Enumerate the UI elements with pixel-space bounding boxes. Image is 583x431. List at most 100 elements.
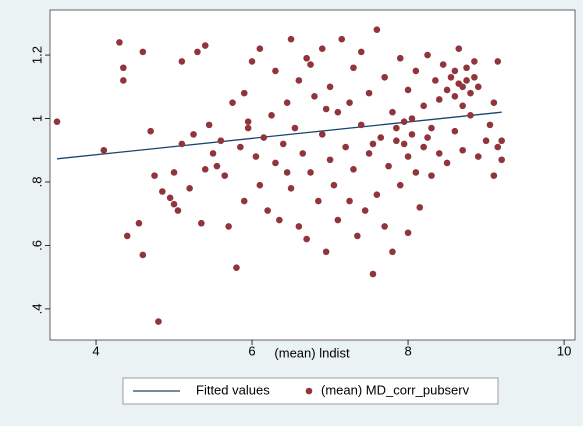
point bbox=[100, 146, 108, 154]
point bbox=[237, 143, 244, 151]
point bbox=[166, 194, 174, 202]
x-tick-label: 6 bbox=[248, 343, 255, 358]
point bbox=[412, 67, 420, 75]
point bbox=[357, 121, 365, 129]
point bbox=[498, 156, 505, 164]
point bbox=[459, 146, 466, 154]
point bbox=[471, 58, 478, 65]
point bbox=[471, 73, 478, 81]
point bbox=[404, 229, 412, 237]
point bbox=[170, 169, 178, 176]
point bbox=[354, 232, 361, 240]
point bbox=[381, 73, 388, 81]
point bbox=[287, 35, 295, 43]
point bbox=[447, 73, 455, 81]
point bbox=[463, 77, 470, 84]
point bbox=[295, 77, 303, 84]
point bbox=[350, 64, 357, 72]
point bbox=[482, 137, 490, 145]
point bbox=[393, 137, 400, 145]
point bbox=[459, 102, 466, 110]
point bbox=[120, 77, 127, 84]
point bbox=[116, 39, 123, 46]
point bbox=[408, 115, 416, 122]
point bbox=[373, 191, 381, 198]
point bbox=[404, 153, 412, 160]
point bbox=[53, 118, 61, 125]
y-tick-label: .4 bbox=[29, 303, 44, 314]
point bbox=[229, 99, 236, 106]
point bbox=[120, 64, 127, 72]
point bbox=[307, 61, 314, 68]
point bbox=[424, 51, 431, 59]
point bbox=[201, 42, 209, 49]
point bbox=[318, 131, 326, 138]
x-tick-label: 4 bbox=[92, 343, 99, 358]
point bbox=[494, 58, 502, 65]
point bbox=[361, 207, 369, 214]
point bbox=[408, 131, 416, 138]
point bbox=[369, 140, 377, 148]
point bbox=[244, 124, 252, 132]
point bbox=[178, 140, 186, 148]
point bbox=[283, 169, 291, 176]
point bbox=[467, 112, 474, 119]
point bbox=[490, 99, 498, 106]
y-tick-label: .8 bbox=[29, 177, 44, 188]
point bbox=[217, 137, 225, 145]
point bbox=[463, 64, 470, 72]
point bbox=[455, 45, 463, 53]
point bbox=[494, 143, 502, 151]
point bbox=[303, 235, 310, 243]
point bbox=[295, 223, 303, 230]
point bbox=[260, 134, 268, 141]
point bbox=[400, 140, 408, 148]
point bbox=[190, 131, 197, 138]
point bbox=[240, 89, 248, 97]
point bbox=[151, 172, 158, 179]
point bbox=[330, 181, 338, 189]
point bbox=[498, 137, 505, 145]
point bbox=[396, 181, 404, 189]
point bbox=[451, 93, 459, 100]
point bbox=[334, 108, 342, 116]
point bbox=[357, 48, 365, 56]
point bbox=[139, 251, 147, 259]
point bbox=[396, 54, 404, 62]
point bbox=[428, 124, 435, 132]
point bbox=[139, 48, 147, 56]
point bbox=[135, 219, 143, 227]
x-tick-label: 8 bbox=[404, 343, 411, 358]
point bbox=[346, 99, 353, 106]
point bbox=[264, 207, 271, 214]
point bbox=[326, 83, 334, 91]
point bbox=[272, 159, 279, 167]
point bbox=[159, 188, 166, 195]
point bbox=[299, 150, 307, 157]
point bbox=[389, 248, 396, 256]
point bbox=[385, 162, 392, 170]
point bbox=[233, 264, 240, 271]
legend-label: Fitted values bbox=[196, 382, 270, 397]
point bbox=[178, 58, 186, 65]
point bbox=[365, 89, 373, 97]
point bbox=[420, 143, 427, 151]
point bbox=[287, 185, 295, 192]
point bbox=[420, 102, 427, 110]
point bbox=[346, 197, 353, 205]
point bbox=[244, 118, 252, 125]
point bbox=[459, 83, 466, 91]
point bbox=[248, 58, 256, 65]
point bbox=[474, 153, 482, 160]
point bbox=[307, 169, 314, 176]
point bbox=[443, 159, 451, 167]
point bbox=[272, 67, 279, 75]
point bbox=[198, 219, 205, 227]
point bbox=[389, 108, 396, 116]
point bbox=[276, 216, 283, 224]
point bbox=[338, 35, 346, 43]
point bbox=[435, 150, 443, 157]
point bbox=[315, 197, 322, 205]
point bbox=[350, 165, 357, 173]
